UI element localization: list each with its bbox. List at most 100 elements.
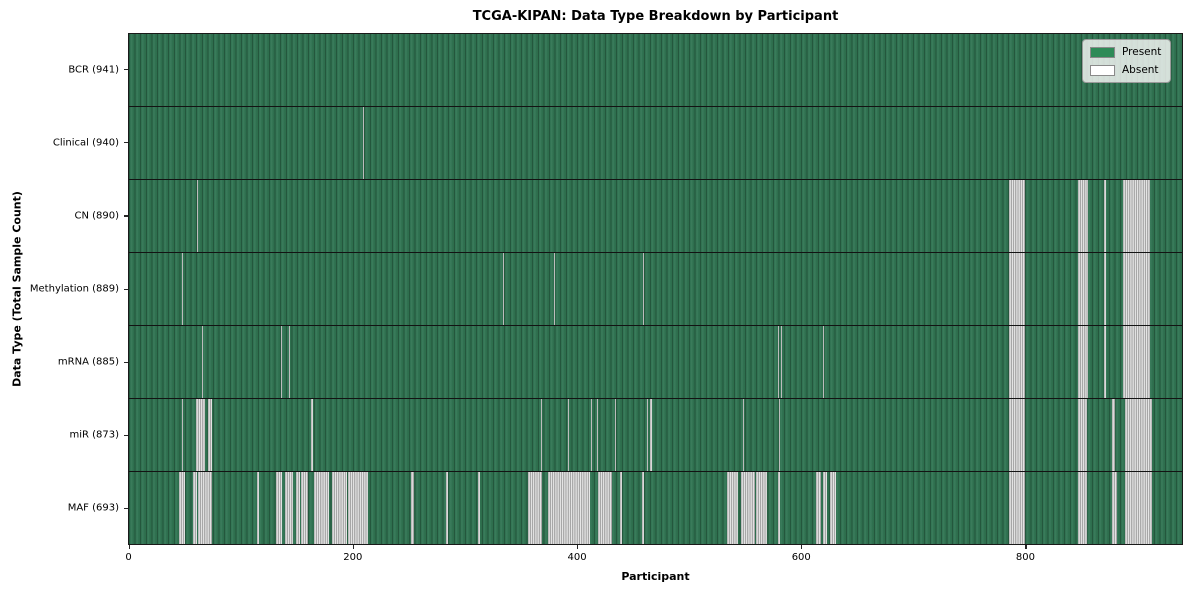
absent-stripe (816, 472, 821, 544)
absent-stripe (528, 472, 542, 544)
heatmap-row-clinical (129, 107, 1182, 180)
absent-stripe (197, 180, 199, 252)
absent-stripe (1077, 326, 1088, 398)
absent-stripe (362, 107, 364, 179)
absent-stripe (1008, 180, 1026, 252)
heatmap-row-bcr (129, 34, 1182, 107)
absent-stripe (741, 472, 755, 544)
absent-stripe (1008, 253, 1026, 325)
absent-stripe (647, 399, 649, 471)
legend-label-present: Present (1122, 46, 1162, 58)
absent-stripe (295, 472, 301, 544)
chart-title: TCGA-KIPAN: Data Type Breakdown by Parti… (472, 9, 839, 24)
absent-stripe (641, 472, 644, 544)
x-tick-mark (1025, 545, 1027, 549)
absent-stripe (596, 399, 598, 471)
absent-swatch (1090, 64, 1115, 76)
y-tick-mark (124, 507, 128, 510)
absent-stripe (1008, 326, 1026, 398)
absent-stripe (348, 472, 369, 544)
absent-stripe (620, 472, 623, 544)
heatmap-row-mrna (129, 326, 1182, 399)
absent-stripe (1008, 399, 1026, 471)
absent-stripe (755, 472, 767, 544)
absent-stripe (1077, 253, 1088, 325)
absent-stripe (547, 472, 591, 544)
y-tick-label: Methylation (889) (29, 283, 119, 295)
heatmap-row-maf (129, 472, 1182, 544)
absent-stripe (1077, 180, 1088, 252)
y-tick-mark (124, 142, 128, 144)
absent-stripe (1077, 399, 1087, 471)
present-swatch (1090, 46, 1115, 58)
absent-stripe (1122, 253, 1150, 325)
plot-area (128, 33, 1183, 545)
absent-stripe (779, 399, 781, 471)
y-tick-mark (124, 215, 128, 217)
heatmap-row-cn (129, 180, 1182, 253)
y-tick-mark (124, 361, 128, 363)
absent-stripe (554, 253, 556, 325)
absent-stripe (567, 399, 569, 471)
absent-stripe (540, 399, 542, 471)
absent-stripe (256, 472, 259, 544)
absent-stripe (1122, 326, 1150, 398)
heatmap-row-methylation (129, 253, 1182, 326)
absent-stripe (275, 472, 283, 544)
y-tick-label: miR (873) (69, 429, 119, 441)
absent-stripe (1111, 472, 1118, 544)
absent-stripe (591, 399, 593, 471)
x-tick-mark (577, 545, 579, 549)
absent-stripe (743, 399, 745, 471)
y-tick-label: CN (890) (74, 210, 119, 222)
absent-stripe (201, 326, 203, 398)
absent-stripe (822, 472, 828, 544)
absent-stripe (1111, 399, 1115, 471)
absent-stripe (1103, 253, 1106, 325)
x-axis-label: Participant (621, 570, 690, 583)
absent-stripe (181, 399, 183, 471)
absent-stripe (313, 472, 330, 544)
y-tick-mark (124, 69, 128, 71)
absent-stripe (781, 326, 783, 398)
absent-stripe (196, 399, 206, 471)
absent-stripe (778, 326, 780, 398)
legend-item-present: Present (1090, 46, 1161, 58)
legend-label-absent: Absent (1122, 64, 1159, 76)
absent-stripe (208, 399, 212, 471)
absent-stripe (445, 472, 448, 544)
absent-stripe (1103, 326, 1106, 398)
y-tick-label: MAF (693) (67, 502, 119, 514)
legend-item-absent: Absent (1090, 64, 1161, 76)
absent-stripe (179, 472, 185, 544)
absent-stripe (198, 472, 212, 544)
absent-stripe (289, 326, 291, 398)
absent-stripe (281, 326, 283, 398)
y-tick-mark (124, 288, 128, 290)
absent-stripe (1124, 472, 1152, 544)
x-tick-mark (352, 545, 354, 549)
absent-stripe (1008, 472, 1026, 544)
absent-stripe (1122, 180, 1150, 252)
absent-stripe (311, 399, 313, 471)
absent-stripe (726, 472, 738, 544)
absent-stripe (1124, 399, 1152, 471)
absent-stripe (478, 472, 481, 544)
absent-stripe (1077, 472, 1087, 544)
absent-stripe (301, 472, 309, 544)
y-tick-mark (124, 434, 128, 436)
absent-stripe (181, 253, 183, 325)
legend: Present Absent (1082, 39, 1172, 83)
y-tick-label: BCR (941) (68, 64, 119, 76)
absent-stripe (331, 472, 348, 544)
absent-stripe (410, 472, 415, 544)
x-tick-mark (128, 545, 130, 549)
absent-stripe (642, 253, 644, 325)
absent-stripe (284, 472, 294, 544)
absent-stripe (650, 399, 652, 471)
x-tick-label: 800 (1015, 552, 1036, 563)
x-tick-label: 400 (567, 552, 587, 563)
absent-stripe (502, 253, 504, 325)
y-tick-label: Clinical (940) (52, 137, 119, 149)
